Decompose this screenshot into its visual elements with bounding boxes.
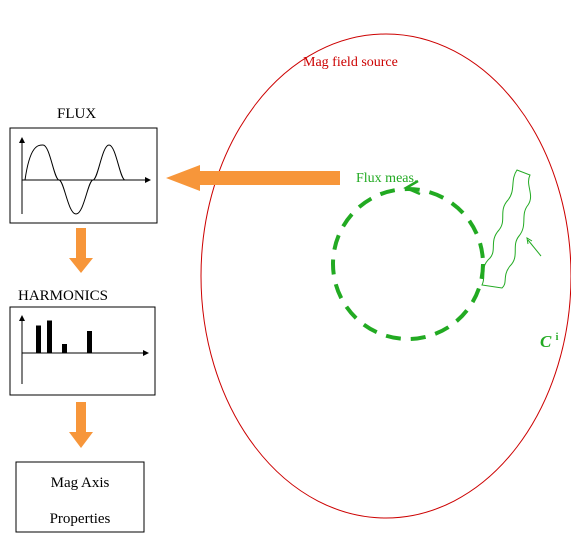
c-i-label: C i [540,332,559,351]
flux-box [9,127,158,224]
coil-direction-arrowhead [403,179,421,196]
flux-sine-wave [24,144,126,215]
mag-axis-label-line1: Mag Axis [51,475,110,491]
measurement-coil-circle [331,187,485,341]
mag-axis-label-line2: Properties [50,511,111,527]
harmonics-to-properties-arrow [69,402,93,448]
harmonics-box [9,306,156,396]
mag-field-source-label: Mag field source [303,55,398,70]
strip-pointer-arrowhead [526,237,533,245]
mag-field-source-ellipse [200,33,571,519]
harmonic-bar-4 [87,331,92,353]
flux-measurement-arrow [166,165,340,191]
strip-pointer-line [527,239,542,257]
flux-meas-label: Flux meas. [356,171,417,186]
flux-title: FLUX [57,106,96,122]
harmonics-title: HARMONICS [18,288,108,304]
flux-to-harmonics-arrow [69,228,93,273]
conductor-strip [481,169,532,289]
harmonic-bar-1 [36,325,41,353]
harmonic-bar-2 [47,320,52,353]
harmonic-bars [36,320,92,353]
c-superscript: i [556,332,559,343]
harmonic-bar-3 [62,344,67,353]
c-symbol: C [540,332,552,351]
mag-axis-properties-box [15,461,145,533]
